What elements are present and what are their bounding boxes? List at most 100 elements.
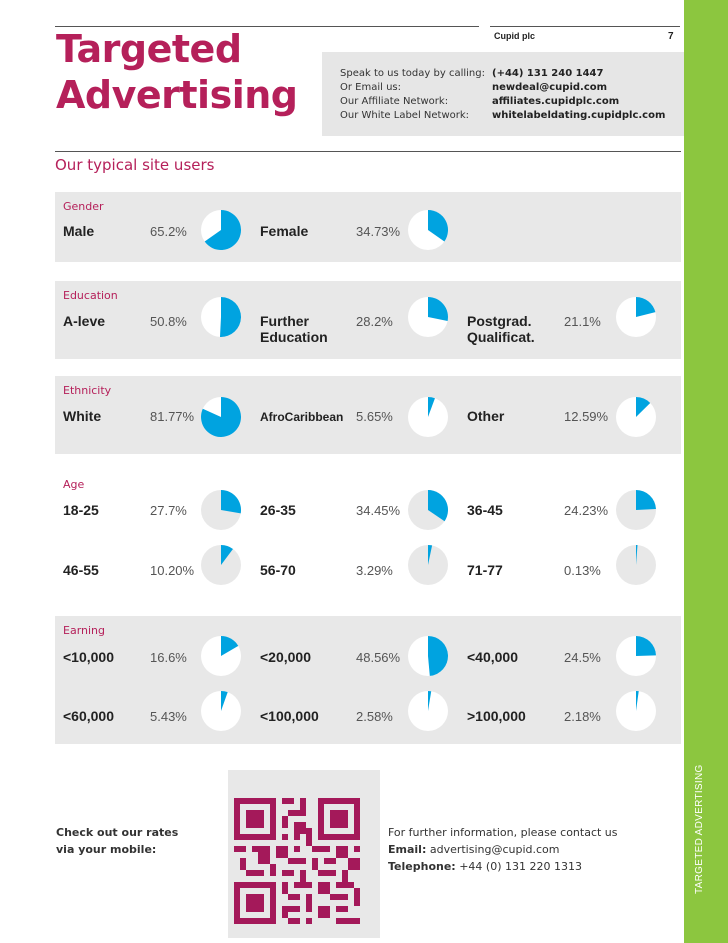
side-green-bar [684,0,728,943]
footer-email-line: Email: advertising@cupid.com [388,841,618,858]
stat-percent: 28.2% [356,314,393,329]
contact-info: For further information, please contact … [388,824,618,875]
pie-slice [636,490,656,510]
stat-label: <100,000 [260,708,319,724]
contact-label-whitelabel: Our White Label Network: [340,110,470,121]
page-title: Targeted Advertising [56,26,298,118]
stat-label: 26-35 [260,502,296,518]
stat-percent: 50.8% [150,314,187,329]
stat-percent: 5.65% [356,409,393,424]
stat-percent: 2.58% [356,709,393,724]
stat-percent: 81.77% [150,409,195,424]
pie-chart [201,210,241,250]
footer-phone[interactable]: +44 (0) 131 220 1313 [459,860,582,873]
contact-label-phone: Speak to us today by calling: [340,68,485,79]
stat-label: Further Education [260,313,328,345]
header-rule-left [55,26,479,27]
contact-affiliate-link[interactable]: affiliates.cupidplc.com [492,96,620,107]
qr-code-panel [228,770,380,938]
phone-label: Telephone: [388,860,456,873]
pie-slice [636,297,656,317]
pie-chart [616,397,656,437]
stat-label: A-leve [63,313,106,329]
stat-label: Other [467,408,505,424]
further-info-line: For further information, please contact … [388,826,618,839]
pie-slice [204,210,241,250]
header-rule-right [490,26,680,27]
stat-label: AfroCaribbean [260,410,344,424]
stat-percent: 24.23% [564,503,609,518]
stat-label: White [63,408,102,424]
stat-label: Male [63,223,95,239]
stat-percent: 21.1% [564,314,601,329]
mobile-line-1: Check out our rates [56,826,179,839]
header-rule-bottom [55,151,681,152]
pie-chart [201,397,241,437]
pie-chart [408,210,448,250]
pie-slice [636,397,651,417]
stat-label: Postgrad. Qualificat. [467,313,535,345]
pie-chart [408,297,448,337]
pie-slice [428,297,448,321]
pie-slice [636,636,656,656]
pie-chart [616,490,656,530]
stat-percent: 12.59% [564,409,609,424]
stat-label: 18-25 [63,502,99,518]
contact-label-email: Or Email us: [340,82,402,93]
page-number: 7 [668,31,674,42]
gender-title: Gender [63,200,104,213]
ethnicity-band [55,376,681,454]
pie-chart [408,691,448,731]
stat-percent: 16.6% [150,650,187,665]
footer-email-link[interactable]: advertising@cupid.com [429,843,560,856]
email-label: Email: [388,843,427,856]
pie-chart [616,636,656,676]
earning-band [55,616,681,744]
contact-callout [322,52,712,136]
stat-percent: 0.13% [564,563,601,578]
pie-slice [219,297,241,337]
pie-chart [201,297,241,337]
pie-slice [428,545,433,565]
gender-band [55,192,681,262]
stat-percent: 24.5% [564,650,601,665]
age-title: Age [63,478,85,491]
qr-code[interactable] [234,788,360,934]
ethnicity-title: Ethnicity [63,384,112,397]
stat-percent: 34.73% [356,224,401,239]
stat-percent: 10.20% [150,563,195,578]
pie-slice [636,545,638,565]
earning-title: Earning [63,624,106,637]
stat-percent: 27.7% [150,503,187,518]
mobile-rates-text: Check out our rates via your mobile: [56,824,178,858]
contact-whitelabel-link[interactable]: whitelabeldating.cupidplc.com [492,110,666,121]
stat-percent: 2.18% [564,709,601,724]
contact-phone[interactable]: (+44) 131 240 1447 [492,68,604,79]
pie-chart [201,691,241,731]
title-line-1: Targeted [56,27,242,71]
qr-code-modules [234,798,360,924]
pie-chart [408,490,448,530]
footer-phone-line: Telephone: +44 (0) 131 220 1313 [388,858,618,875]
age-band [55,470,681,598]
pie-slice [221,545,233,565]
contact-label-affiliate: Our Affiliate Network: [340,96,449,107]
education-title: Education [63,289,118,302]
pie-slice [221,490,241,514]
stat-label: 46-55 [63,562,99,578]
pie-chart [201,545,241,585]
stat-label: Female [260,223,309,239]
stat-label: <60,000 [63,708,114,724]
stat-label: <40,000 [467,649,518,665]
pie-slice [428,210,448,242]
mobile-line-2: via your mobile: [56,843,157,856]
pie-slice [201,397,241,437]
pie-chart [616,691,656,731]
pie-slice [221,636,239,656]
pie-slice [428,636,448,676]
company-name: Cupid plc [494,31,535,41]
stat-label: <10,000 [63,649,114,665]
stat-percent: 3.29% [356,563,393,578]
pie-chart [408,636,448,676]
contact-email[interactable]: newdeal@cupid.com [492,82,608,93]
